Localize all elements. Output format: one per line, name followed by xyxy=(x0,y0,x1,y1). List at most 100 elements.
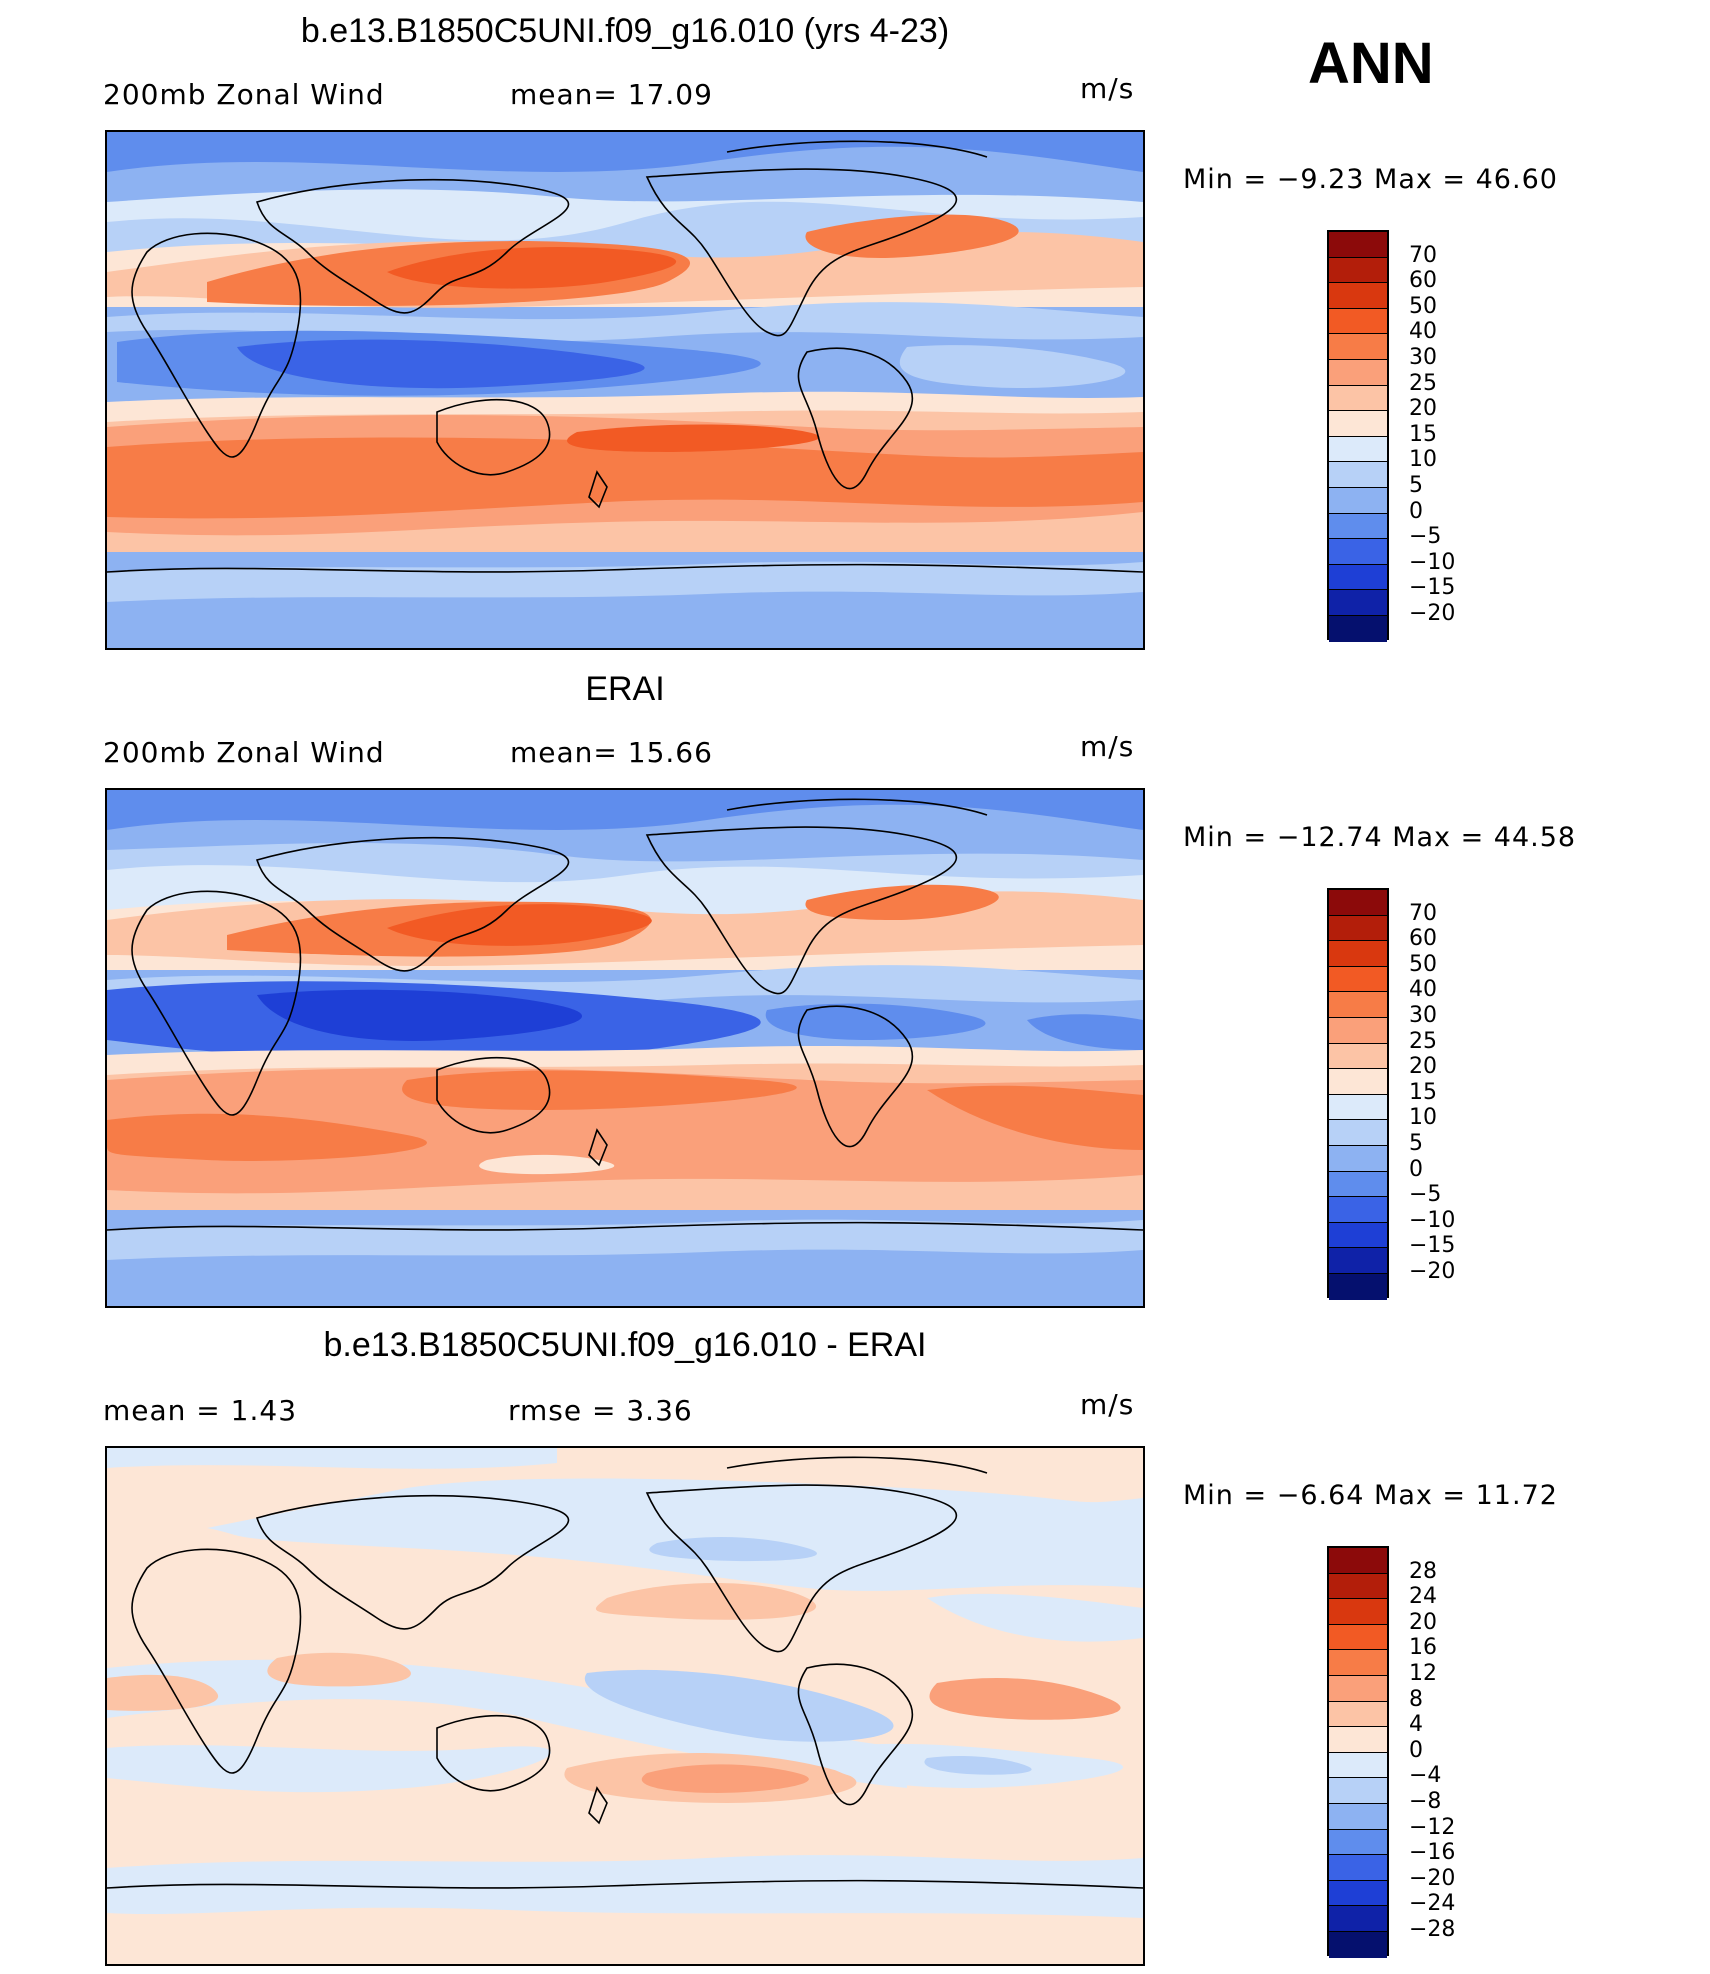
colorbar-swatch xyxy=(1329,1017,1387,1044)
colorbar-swatch xyxy=(1329,539,1387,565)
colorbar-swatch xyxy=(1329,308,1387,335)
colorbar-swatch xyxy=(1329,385,1387,412)
colorbar-swatch xyxy=(1329,1675,1387,1702)
colorbar-tick-label: 25 xyxy=(1409,1028,1437,1054)
colorbar-tick-label: 0 xyxy=(1409,498,1423,524)
colorbar-swatch xyxy=(1329,1043,1387,1070)
panel-1-title: b.e13.B1850C5UNI.f09_g16.010 (yrs 4-23) xyxy=(300,12,950,50)
colorbar-tick-label: −4 xyxy=(1409,1763,1442,1789)
panel-3-minmax: Min = −6.64 Max = 11.72 xyxy=(1183,1480,1558,1511)
colorbar-swatch xyxy=(1329,1094,1387,1121)
colorbar-swatch xyxy=(1329,941,1387,967)
colorbar-tick-label: −15 xyxy=(1409,1233,1456,1259)
colorbar-swatch xyxy=(1329,890,1387,916)
colorbar-tick-label: −20 xyxy=(1409,1259,1456,1284)
colorbar-tick-label: −5 xyxy=(1409,524,1442,550)
panel-3-map xyxy=(105,1446,1145,1966)
colorbar-tick-label: 60 xyxy=(1409,268,1437,294)
colorbar-tick-label: 70 xyxy=(1409,242,1437,268)
colorbar-tick-label: 0 xyxy=(1409,1737,1423,1763)
panel-1-units: m/s xyxy=(1080,72,1135,105)
panel-2-variable-label: 200mb Zonal Wind xyxy=(103,736,385,769)
colorbar-swatch xyxy=(1329,1829,1387,1856)
colorbar-swatch xyxy=(1329,462,1387,488)
colorbar-tick-label: 12 xyxy=(1409,1661,1437,1686)
colorbar-swatch xyxy=(1329,1880,1387,1907)
colorbar-tick-label: 15 xyxy=(1409,421,1437,447)
colorbar-tick-label: −12 xyxy=(1409,1814,1456,1840)
colorbar-swatch xyxy=(1329,359,1387,386)
colorbar-tick-label: 0 xyxy=(1409,1156,1423,1182)
colorbar-tick-label: −15 xyxy=(1409,575,1456,601)
colorbar-tick-label: 8 xyxy=(1409,1686,1423,1712)
colorbar-swatch xyxy=(1329,1573,1387,1600)
colorbar-swatch xyxy=(1329,1803,1387,1830)
colorbar-tick-label: 5 xyxy=(1409,1131,1423,1156)
colorbar-tick-label: 50 xyxy=(1409,951,1437,977)
colorbar-swatches xyxy=(1327,230,1389,642)
colorbar-swatch xyxy=(1329,1197,1387,1223)
colorbar-swatch xyxy=(1329,513,1387,540)
colorbar-tick-label: −20 xyxy=(1409,601,1456,626)
panel-3-mean-label: mean = 1.43 xyxy=(103,1394,298,1427)
colorbar-tick-label: 60 xyxy=(1409,926,1437,952)
panel-2-map xyxy=(105,788,1145,1308)
colorbar-tick-label: −20 xyxy=(1409,1865,1456,1891)
colorbar-swatch xyxy=(1329,1727,1387,1753)
colorbar-tick-label: −16 xyxy=(1409,1840,1456,1866)
colorbar-tick-label: 30 xyxy=(1409,1003,1437,1028)
colorbar-tick-label: 30 xyxy=(1409,345,1437,370)
panel-3-title: b.e13.B1850C5UNI.f09_g16.010 - ERAI xyxy=(323,1326,927,1364)
colorbar-swatch xyxy=(1329,1069,1387,1095)
colorbar-tick-label: 25 xyxy=(1409,370,1437,396)
colorbar-tick-label: −8 xyxy=(1409,1789,1442,1814)
colorbar-swatches xyxy=(1327,888,1389,1300)
colorbar-swatch xyxy=(1329,590,1387,616)
panel-2-title: ERAI xyxy=(585,670,665,708)
colorbar-tick-label: 10 xyxy=(1409,447,1437,473)
colorbar-swatches xyxy=(1327,1546,1389,1958)
colorbar-swatch xyxy=(1329,1931,1387,1958)
colorbar-tick-label: 40 xyxy=(1409,977,1437,1003)
colorbar-swatch xyxy=(1329,1778,1387,1804)
colorbar-tick-label: 20 xyxy=(1409,1054,1437,1080)
colorbar-tick-label: −28 xyxy=(1409,1917,1456,1942)
colorbar-swatch xyxy=(1329,1752,1387,1779)
colorbar-swatch xyxy=(1329,1145,1387,1172)
colorbar-swatch xyxy=(1329,1599,1387,1625)
colorbar-swatch xyxy=(1329,1222,1387,1249)
colorbar-swatch xyxy=(1329,411,1387,437)
colorbar-swatch xyxy=(1329,487,1387,514)
colorbar-tick-label: −24 xyxy=(1409,1891,1456,1917)
colorbar-swatch xyxy=(1329,1248,1387,1274)
panel-1-map xyxy=(105,130,1145,650)
colorbar-tick-label: 20 xyxy=(1409,1609,1437,1635)
colorbar-tick-label: 40 xyxy=(1409,319,1437,345)
season-label: ANN xyxy=(1308,31,1434,96)
colorbar-tick-label: 5 xyxy=(1409,473,1423,498)
colorbar-swatch xyxy=(1329,436,1387,463)
panel-1-mean-label: mean= 17.09 xyxy=(510,78,713,111)
colorbar-tick-label: −5 xyxy=(1409,1182,1442,1208)
panel-1-variable-label: 200mb Zonal Wind xyxy=(103,78,385,111)
panel-3-units: m/s xyxy=(1080,1388,1135,1421)
panel-1-minmax: Min = −9.23 Max = 46.60 xyxy=(1183,164,1558,195)
colorbar-tick-label: 4 xyxy=(1409,1712,1423,1738)
colorbar-swatch xyxy=(1329,257,1387,284)
colorbar-tick-label: 15 xyxy=(1409,1079,1437,1105)
colorbar-swatch xyxy=(1329,615,1387,642)
colorbar-swatch xyxy=(1329,1273,1387,1300)
colorbar-swatch xyxy=(1329,283,1387,309)
colorbar-tick-label: 70 xyxy=(1409,900,1437,926)
colorbar-swatch xyxy=(1329,1906,1387,1932)
panel-2-mean-label: mean= 15.66 xyxy=(510,736,713,769)
colorbar-swatch xyxy=(1329,1171,1387,1198)
colorbar-tick-label: −10 xyxy=(1409,549,1456,575)
colorbar-swatch xyxy=(1329,1120,1387,1146)
colorbar-tick-label: 10 xyxy=(1409,1105,1437,1131)
colorbar-swatch xyxy=(1329,1855,1387,1881)
colorbar-tick-label: 28 xyxy=(1409,1558,1437,1584)
colorbar-swatch xyxy=(1329,992,1387,1018)
colorbar-swatch xyxy=(1329,334,1387,360)
colorbar-tick-label: 16 xyxy=(1409,1635,1437,1661)
